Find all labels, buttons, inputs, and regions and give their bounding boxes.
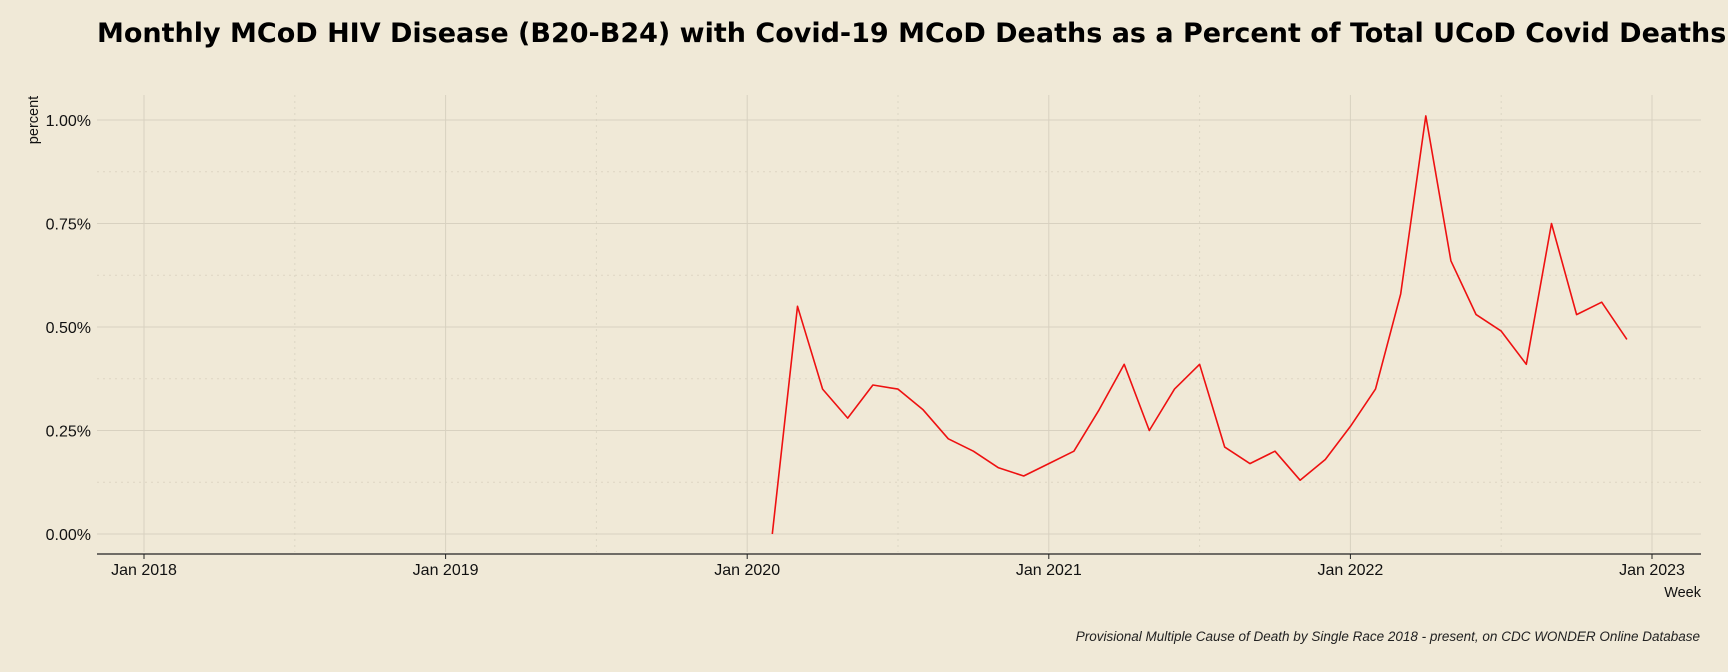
chart-title: Monthly MCoD HIV Disease (B20-B24) with …: [97, 18, 1727, 49]
y-tick-label: 0.00%: [46, 527, 91, 544]
y-axis: 0.00% 0.25% 0.50% 0.75% 1.00%: [46, 113, 91, 544]
series-line: [771, 115, 1628, 535]
x-tick-label: Jan 2019: [413, 562, 479, 579]
x-tick-label: Jan 2021: [1016, 562, 1082, 579]
x-tick-label: Jan 2023: [1619, 562, 1685, 579]
grid-lines: [97, 95, 1701, 552]
y-tick-label: 1.00%: [46, 113, 91, 130]
y-tick-label: 0.50%: [46, 320, 91, 337]
x-tick-label: Jan 2022: [1317, 562, 1383, 579]
y-axis-title: percent: [26, 96, 42, 144]
x-tick-label: Jan 2020: [714, 562, 780, 579]
x-axis: Jan 2018 Jan 2019 Jan 2020 Jan 2021 Jan 2022…: [97, 553, 1701, 579]
x-tick-label: Jan 2018: [111, 562, 177, 579]
source-caption: Provisional Multiple Cause of Death by S…: [1075, 629, 1700, 644]
x-axis-title: Week: [1664, 585, 1702, 601]
series-group: [771, 115, 1628, 535]
y-tick-label: 0.75%: [46, 217, 91, 234]
y-tick-label: 0.25%: [46, 424, 91, 441]
